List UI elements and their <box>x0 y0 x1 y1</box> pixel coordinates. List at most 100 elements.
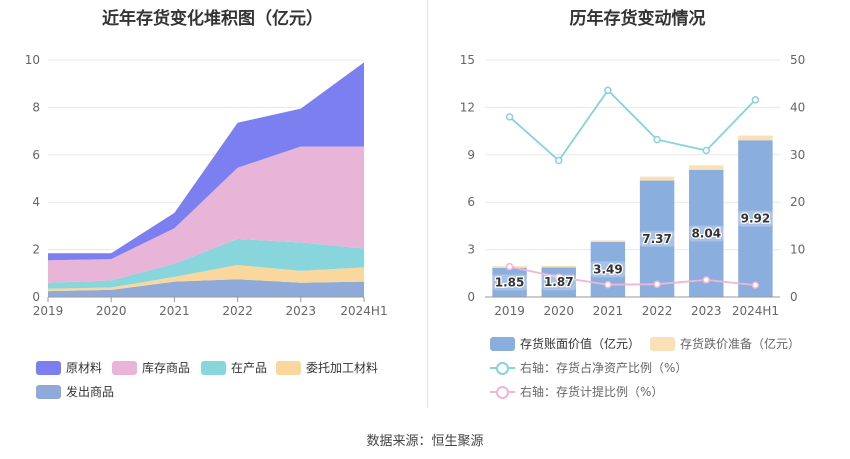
legend-item-inventory-book-value[interactable]: 存货账面价值（亿元） <box>490 335 640 352</box>
legend-line-marker <box>490 361 515 375</box>
data-label: 3.49 <box>593 262 623 276</box>
x-tick-label: 2021 <box>593 304 624 318</box>
data-label: 1.85 <box>495 275 525 289</box>
area-发出商品 <box>48 279 364 297</box>
legend-label: 存货账面价值（亿元） <box>520 337 641 351</box>
x-tick-label: 2023 <box>691 304 722 318</box>
y-right-tick-label: 10 <box>790 243 805 257</box>
bar-book-value <box>639 180 675 297</box>
legend-item-provision-ratio[interactable]: 右轴：存货计提比例（%） <box>490 383 663 400</box>
data-label: 8.04 <box>691 226 721 240</box>
line-point <box>653 280 661 288</box>
y-left-tick-label: 15 <box>460 53 475 67</box>
legend-item-finished-goods[interactable]: 库存商品 <box>112 359 190 376</box>
legend-swatch <box>201 360 226 375</box>
legend-swatch <box>36 384 61 399</box>
bar-impairment-provision <box>639 176 675 181</box>
chart-divider <box>427 0 428 408</box>
legend-item-work-in-progress[interactable]: 在产品 <box>201 359 267 376</box>
data-source-note: 数据来源：恒生聚源 <box>366 434 484 449</box>
x-tick-label: 2020 <box>543 304 574 318</box>
x-tick-label: 2021 <box>159 304 190 318</box>
line-point <box>604 280 612 289</box>
legend-swatch <box>490 336 515 351</box>
data-label: 7.37 <box>642 232 672 246</box>
area-在产品 <box>48 238 364 289</box>
data-label-bg <box>688 225 724 242</box>
y-tick-label: 4 <box>32 195 40 209</box>
bar-impairment-provision <box>590 240 626 242</box>
y-tick-label: 10 <box>25 53 40 67</box>
bar-book-value <box>541 267 576 297</box>
legend-item-inventory-to-net-assets[interactable]: 右轴：存货占净资产比例（%） <box>490 359 687 376</box>
legend-label: 在产品 <box>231 361 268 375</box>
bar-impairment-provision <box>738 135 773 141</box>
data-label: 9.92 <box>741 212 771 226</box>
y-left-tick-label: 12 <box>460 100 475 114</box>
left-chart-title: 近年存货变化堆积图（亿元） <box>102 9 323 29</box>
x-tick-label: 2023 <box>286 304 317 318</box>
bar-impairment-provision <box>541 265 576 268</box>
line-point <box>604 86 612 95</box>
y-right-tick-label: 50 <box>790 53 805 67</box>
line-右轴：存货占净资产比例（%） <box>509 88 757 162</box>
legend-label: 存货跌价准备（亿元） <box>680 337 801 351</box>
line-point <box>555 273 563 281</box>
y-right-tick-label: 20 <box>790 195 805 209</box>
legend-swatch <box>36 360 61 375</box>
legend-swatch <box>112 360 137 375</box>
y-left-tick-label: 6 <box>467 195 475 209</box>
bar-book-value <box>689 169 724 297</box>
line-point <box>751 281 760 289</box>
y-right-tick-label: 40 <box>790 100 805 114</box>
y-tick-label: 2 <box>32 243 40 257</box>
bar-book-value <box>492 267 527 297</box>
line-point <box>505 113 514 121</box>
x-tick-label: 2024H1 <box>732 304 779 318</box>
x-tick-label: 2019 <box>33 304 64 318</box>
y-right-tick-label: 0 <box>790 290 798 304</box>
legend-swatch <box>276 360 301 375</box>
legend-item-impairment-provision[interactable]: 存货跌价准备（亿元） <box>650 335 800 352</box>
x-tick-label: 2020 <box>96 304 127 318</box>
legend-swatch <box>650 336 675 351</box>
y-left-tick-label: 9 <box>467 148 475 162</box>
data-label-bg <box>738 210 773 227</box>
data-label: 1.87 <box>544 275 574 289</box>
y-left-tick-label: 3 <box>467 243 475 257</box>
legend-label: 发出商品 <box>66 385 115 399</box>
legend-label: 原材料 <box>66 361 103 375</box>
stacked-area-chart: 0 2 4 6 8 10 2019 2020 2021 2022 2023 2024H1 <box>25 53 388 318</box>
data-label-bg <box>541 274 577 291</box>
inventory-bar-line-chart: 0 3 6 9 12 15 0 10 20 30 40 50 2019 2020 2021 2022 2023 2… <box>460 53 806 318</box>
data-label-bg <box>639 230 675 247</box>
x-tick-label: 2019 <box>494 304 525 318</box>
line-point <box>555 156 563 165</box>
x-tick-label: 2022 <box>222 304 253 318</box>
line-右轴：存货计提比例（%） <box>509 265 756 286</box>
x-tick-label: 2024H1 <box>340 304 387 318</box>
legend-label: 右轴：存货占净资产比例（%） <box>520 361 688 375</box>
legend-item-consigned-materials[interactable]: 委托加工材料 <box>276 359 378 376</box>
y-tick-label: 6 <box>32 148 40 162</box>
legend-item-goods-shipped[interactable]: 发出商品 <box>36 383 114 400</box>
bar-book-value <box>738 140 773 297</box>
area-库存商品 <box>48 146 364 283</box>
line-point <box>653 135 661 144</box>
legend-label: 右轴：存货计提比例（%） <box>520 385 664 399</box>
data-label-bg <box>492 274 527 291</box>
x-tick-label: 2022 <box>642 304 673 318</box>
y-tick-label: 8 <box>32 100 40 114</box>
legend-label: 库存商品 <box>142 361 191 375</box>
area-委托加工材料 <box>48 265 364 292</box>
right-chart-title: 历年存货变动情况 <box>569 9 706 29</box>
data-label-bg <box>590 261 626 278</box>
legend-item-raw-materials[interactable]: 原材料 <box>36 359 102 376</box>
y-left-tick-label: 0 <box>467 290 475 304</box>
line-point <box>702 276 710 284</box>
line-point <box>751 96 760 104</box>
legend-label: 委托加工材料 <box>306 361 379 375</box>
line-point <box>702 146 710 155</box>
bar-impairment-provision <box>689 165 724 170</box>
y-right-tick-label: 30 <box>790 148 805 162</box>
